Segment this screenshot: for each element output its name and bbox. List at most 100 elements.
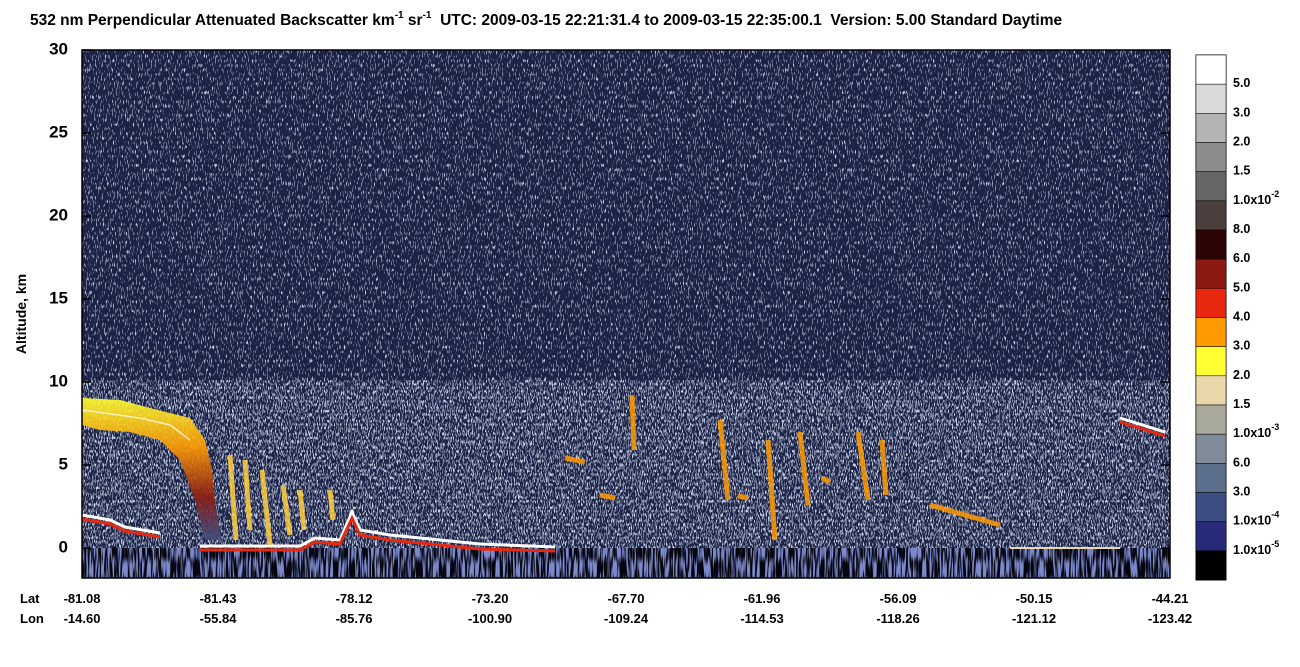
cloud-feature xyxy=(1119,420,1166,438)
colorbar-label-text: 5.0 xyxy=(1233,281,1250,295)
colorbar-label-text: 6.0 xyxy=(1233,456,1250,470)
x-row-name: Lat xyxy=(20,591,40,606)
x-row-name: Lon xyxy=(20,611,44,626)
colorbar-label-text: 1.0x10 xyxy=(1233,426,1271,440)
colorbar-swatch xyxy=(1195,404,1227,435)
lon-label: -121.12 xyxy=(1012,611,1056,626)
colorbar-swatch xyxy=(1195,550,1227,581)
colorbar-label: 1.0x10-4 xyxy=(1233,510,1279,528)
subsurface-noise xyxy=(82,548,1170,578)
y-tick-label: 30 xyxy=(49,39,68,58)
colorbar-swatch xyxy=(1195,521,1227,552)
colorbar-swatch xyxy=(1195,142,1227,172)
colorbar-label: 1.0x10-2 xyxy=(1233,189,1279,207)
lat-label: -67.70 xyxy=(608,591,645,606)
colorbar-swatch xyxy=(1195,375,1227,406)
lat-label: -44.21 xyxy=(1152,591,1189,606)
y-tick-label: 5 xyxy=(59,455,68,474)
colorbar-swatch xyxy=(1195,258,1227,289)
colorbar-label-text: 3.0 xyxy=(1233,485,1250,499)
colorbar-swatch xyxy=(1195,54,1227,85)
y-tick-label: 25 xyxy=(49,123,68,142)
colorbar-label: 2.0 xyxy=(1233,368,1250,382)
lat-label: -81.43 xyxy=(200,591,237,606)
colorbar-label-text: 8.0 xyxy=(1233,222,1250,236)
colorbar-label: 3.0 xyxy=(1233,106,1250,120)
title-superscript: -1 xyxy=(423,10,432,21)
colorbar-swatch xyxy=(1195,171,1227,202)
colorbar-label-text: 1.0x10 xyxy=(1233,193,1271,207)
colorbar-swatch xyxy=(1195,463,1227,493)
y-axis-label: Altitude, km xyxy=(13,274,29,354)
cloud-feature xyxy=(1119,416,1166,434)
colorbar-swatch xyxy=(1195,317,1227,347)
lon-label: -109.24 xyxy=(604,611,649,626)
colorbar-label-text: 1.5 xyxy=(1233,397,1250,411)
colorbar-label-text: 6.0 xyxy=(1233,251,1250,265)
plot-frame xyxy=(81,49,1171,579)
colorbar-label: 1.5 xyxy=(1233,164,1250,178)
cloud-feature xyxy=(564,394,1001,541)
lon-label: -100.90 xyxy=(468,611,512,626)
colorbar-label: 5.0 xyxy=(1233,281,1250,295)
lat-label: -61.96 xyxy=(744,591,781,606)
title-part: 532 nm Perpendicular Attenuated Backscat… xyxy=(30,12,395,29)
lon-label: -85.76 xyxy=(336,611,373,626)
colorbar-label-text: 3.0 xyxy=(1233,106,1250,120)
surface-return xyxy=(82,513,161,535)
lat-label: -73.20 xyxy=(472,591,509,606)
lat-label: -56.09 xyxy=(880,591,917,606)
colorbar-label: 3.0 xyxy=(1233,485,1250,499)
colorbar-label-text: 1.0x10 xyxy=(1233,514,1271,528)
lon-label: -55.84 xyxy=(200,611,238,626)
colorbar-label-exponent: -5 xyxy=(1271,539,1279,549)
title-superscript: -1 xyxy=(395,10,404,21)
y-tick-label: 10 xyxy=(49,372,68,391)
colorbar-label-text: 5.0 xyxy=(1233,76,1250,90)
colorbar-label-text: 3.0 xyxy=(1233,339,1250,353)
y-tick-label: 0 xyxy=(59,538,68,557)
y-tick-label: 15 xyxy=(49,289,68,308)
lon-label: -114.53 xyxy=(740,611,783,626)
backscatter-image xyxy=(82,50,1170,578)
surface-return xyxy=(200,508,556,549)
colorbar-label: 6.0 xyxy=(1233,456,1250,470)
colorbar-label: 8.0 xyxy=(1233,222,1250,236)
colorbar-label: 1.5 xyxy=(1233,397,1250,411)
colorbar-label: 5.0 xyxy=(1233,76,1250,90)
colorbar-swatch xyxy=(1195,346,1227,377)
cloud-feature xyxy=(82,398,222,540)
colorbar-label-text: 1.0x10 xyxy=(1233,543,1271,557)
colorbar-label: 2.0 xyxy=(1233,135,1250,149)
colorbar-label: 1.0x10-3 xyxy=(1233,423,1279,441)
colorbar-label-exponent: -2 xyxy=(1271,189,1279,199)
y-tick-label: 20 xyxy=(49,206,68,225)
colorbar-swatch xyxy=(1195,229,1227,260)
colorbar-label: 1.0x10-5 xyxy=(1233,539,1279,557)
colorbar-label: 3.0 xyxy=(1233,339,1250,353)
colorbar-swatch xyxy=(1195,288,1227,318)
colorbar-swatch xyxy=(1195,492,1227,522)
surface-return xyxy=(82,517,161,539)
lon-label: -118.26 xyxy=(876,611,919,626)
lat-label: -50.15 xyxy=(1016,591,1053,606)
colorbar-swatch xyxy=(1195,83,1227,114)
lat-label: -81.08 xyxy=(64,591,101,606)
colorbar-label-text: 1.5 xyxy=(1233,164,1250,178)
chart-title: 532 nm Perpendicular Attenuated Backscat… xyxy=(30,10,1062,29)
colorbar-swatch xyxy=(1195,200,1227,231)
colorbar-label-text: 2.0 xyxy=(1233,135,1250,149)
surface-return xyxy=(200,514,556,553)
lon-label: -123.42 xyxy=(1148,611,1192,626)
lat-label: -78.12 xyxy=(336,591,373,606)
cloud-feature xyxy=(227,454,336,546)
colorbar-swatch xyxy=(1195,113,1227,143)
colorbar-label-exponent: -3 xyxy=(1271,423,1279,433)
colorbar-swatch xyxy=(1195,433,1227,464)
colorbar-label-text: 4.0 xyxy=(1233,310,1250,324)
cloud-feature xyxy=(82,409,191,441)
colorbar-label-exponent: -4 xyxy=(1271,510,1279,520)
colorbar-label: 6.0 xyxy=(1233,251,1250,265)
lon-label: -14.60 xyxy=(64,611,101,626)
